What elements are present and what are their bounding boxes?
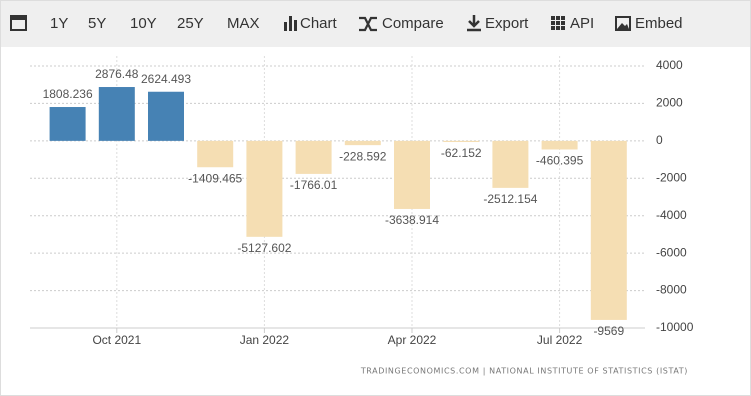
x-tick-label: Jan 2022 bbox=[240, 333, 290, 347]
value-label: -2512.154 bbox=[483, 192, 537, 206]
source-note: TRADINGECONOMICS.COM | NATIONAL INSTITUT… bbox=[360, 367, 688, 376]
compare-icon[interactable] bbox=[359, 16, 377, 32]
y-tick-label: -10000 bbox=[656, 320, 694, 334]
bar bbox=[148, 91, 184, 141]
api-icon[interactable] bbox=[551, 16, 565, 30]
bar bbox=[344, 140, 381, 146]
y-tick-label: -4000 bbox=[656, 208, 687, 222]
value-label: 2876.48 bbox=[95, 67, 139, 81]
value-label: -1766.01 bbox=[290, 178, 338, 192]
bar bbox=[492, 140, 529, 188]
x-tick-label: Apr 2022 bbox=[388, 333, 437, 347]
bar bbox=[49, 107, 86, 141]
range-button[interactable]: 25Y bbox=[177, 15, 204, 32]
range-button[interactable]: 5Y bbox=[88, 15, 106, 32]
calendar-icon[interactable] bbox=[10, 15, 27, 31]
value-label: -9569 bbox=[593, 324, 624, 338]
bar bbox=[443, 140, 480, 143]
compare-button[interactable]: Compare bbox=[382, 15, 444, 32]
embed-icon[interactable] bbox=[615, 16, 631, 31]
value-label: -460.395 bbox=[536, 154, 584, 168]
bar bbox=[394, 140, 430, 209]
export-icon[interactable] bbox=[467, 15, 481, 32]
bar bbox=[197, 140, 234, 168]
export-button[interactable]: Export bbox=[485, 15, 529, 32]
x-tick-label: Oct 2021 bbox=[92, 333, 141, 347]
value-label: -3638.914 bbox=[385, 213, 439, 227]
y-tick-label: -8000 bbox=[656, 283, 687, 297]
range-button[interactable]: 1Y bbox=[50, 15, 68, 32]
value-label: -1409.465 bbox=[188, 171, 242, 185]
y-tick-label: -6000 bbox=[656, 245, 687, 259]
api-button[interactable]: API bbox=[570, 15, 594, 32]
bar bbox=[246, 140, 283, 237]
toolbar bbox=[1, 1, 750, 47]
chart-button[interactable]: Chart bbox=[300, 15, 338, 32]
y-tick-label: -2000 bbox=[656, 170, 687, 184]
range-button[interactable]: 10Y bbox=[130, 15, 157, 32]
bar bbox=[295, 140, 332, 174]
value-label: -62.152 bbox=[441, 146, 482, 160]
value-label: -228.592 bbox=[339, 149, 387, 163]
y-tick-label: 4000 bbox=[656, 58, 683, 72]
value-label: 1808.236 bbox=[43, 87, 93, 101]
bar bbox=[98, 87, 135, 141]
value-label: 2624.493 bbox=[141, 72, 191, 86]
y-tick-label: 2000 bbox=[656, 96, 683, 110]
range-button[interactable]: MAX bbox=[227, 15, 260, 32]
bar bbox=[541, 140, 578, 150]
y-tick-label: 0 bbox=[656, 133, 663, 147]
value-label: -5127.602 bbox=[237, 241, 291, 255]
x-tick-label: Jul 2022 bbox=[537, 333, 583, 347]
embed-button[interactable]: Embed bbox=[635, 15, 683, 32]
bar bbox=[590, 140, 627, 320]
chart-icon[interactable] bbox=[284, 16, 297, 31]
